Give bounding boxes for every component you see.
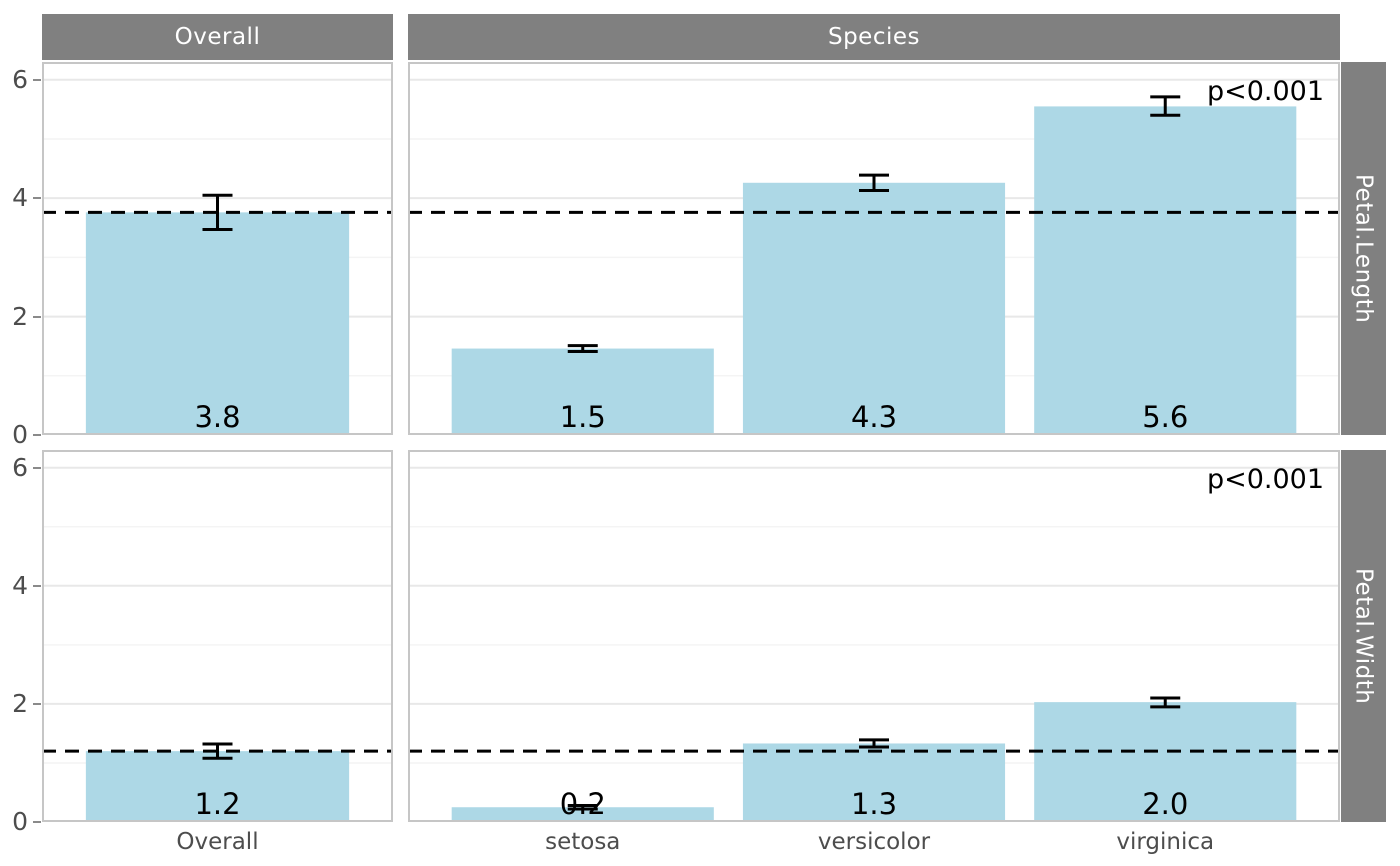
y-tick-label: 2	[12, 301, 28, 331]
facet-strip-label: Overall	[174, 24, 261, 50]
facet-strip-overall: Overall	[42, 14, 393, 60]
y-tick-mark	[33, 315, 41, 318]
y-tick-label: 4	[12, 183, 28, 213]
panel-canvas: 1.5 4.3 5.6 p<0.001	[408, 62, 1340, 436]
y-tick-label: 0	[12, 807, 28, 836]
bar-value-label: 3.8	[194, 400, 240, 434]
bar-versicolor	[742, 182, 1006, 435]
bar-value-label: 1.5	[560, 400, 606, 434]
x-tick-label: virginica	[1116, 829, 1215, 855]
error-bar-setosa	[567, 344, 598, 354]
error-bar-versicolor	[859, 173, 889, 192]
panel-canvas: 1.2	[42, 450, 393, 822]
error-bar-Overall	[202, 742, 233, 760]
error-bar-setosa	[567, 803, 598, 811]
bar-value-label: 1.2	[194, 787, 240, 821]
panel-petal-width-overall: 1.2	[42, 450, 393, 822]
panel-petal-length-overall: 3.8	[42, 62, 393, 435]
facet-strip-label: Petal.Width	[1350, 567, 1377, 705]
bar-value-label: 0.2	[560, 787, 606, 821]
facet-strip-label: Petal.Length	[1350, 173, 1377, 324]
y-tick-mark	[33, 821, 41, 823]
bar-Overall	[85, 751, 350, 822]
bar-setosa	[451, 807, 714, 822]
panel-border	[42, 62, 393, 435]
panel-canvas: 0.2 1.3 2.0 p<0.001	[408, 450, 1340, 822]
panel-petal-length-species: 1.5 4.3 5.6 p<0.001	[408, 62, 1340, 436]
y-tick-mark	[33, 584, 41, 587]
panel-border	[408, 450, 1340, 822]
x-tick-label: Overall	[176, 829, 259, 855]
x-tick-label: setosa	[545, 829, 621, 855]
bar-setosa	[451, 348, 714, 435]
bar-value-label: 2.0	[1142, 787, 1188, 821]
bar-value-label: 1.3	[851, 787, 897, 821]
y-tick-label: 0	[12, 420, 28, 449]
facet-strip-label: Species	[827, 24, 921, 50]
panel-canvas: 3.8	[42, 62, 393, 435]
bar-virginica	[1034, 106, 1297, 436]
facet-strip-petal-length: Petal.Length	[1341, 62, 1386, 435]
y-tick-label: 6	[12, 64, 28, 94]
y-tick-mark	[33, 78, 41, 81]
panel-border	[42, 450, 393, 822]
y-tick-mark	[33, 466, 41, 469]
y-tick-label: 2	[12, 688, 28, 718]
error-bar-virginica	[1150, 95, 1181, 117]
bar-value-label: 5.6	[1142, 400, 1188, 434]
error-bar-versicolor	[859, 738, 889, 749]
x-tick-label: versicolor	[817, 829, 931, 855]
y-tick-label: 6	[12, 452, 28, 482]
p-value-label: p<0.001	[1207, 76, 1324, 107]
bar-value-label: 4.3	[851, 400, 897, 434]
error-bar-Overall	[202, 193, 233, 232]
y-tick-label: 4	[12, 570, 28, 600]
bar-virginica	[1034, 702, 1297, 822]
y-tick-mark	[33, 197, 41, 200]
bar-versicolor	[742, 743, 1006, 822]
error-bar-virginica	[1150, 696, 1181, 709]
panel-border	[408, 62, 1340, 435]
facet-strip-petal-width: Petal.Width	[1341, 450, 1386, 822]
p-value-label: p<0.001	[1207, 464, 1324, 495]
bar-Overall	[85, 212, 350, 435]
y-tick-mark	[33, 702, 41, 705]
panel-petal-width-species: 0.2 1.3 2.0 p<0.001	[408, 450, 1340, 822]
y-tick-mark	[33, 434, 41, 436]
facet-strip-species: Species	[408, 14, 1340, 60]
